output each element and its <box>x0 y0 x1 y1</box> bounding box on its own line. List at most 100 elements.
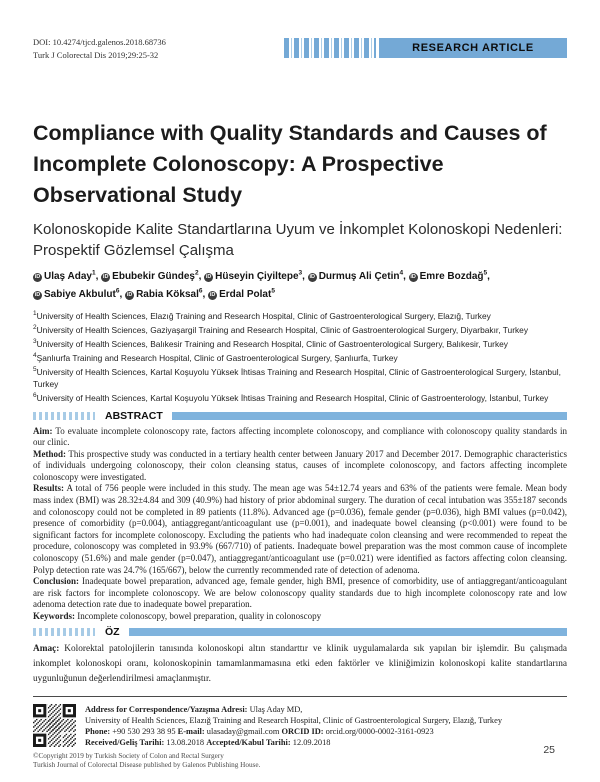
section-stripes-icon <box>33 411 95 420</box>
orcid-icon <box>307 273 317 283</box>
research-article-badge: RESEARCH ARTICLE <box>379 38 567 58</box>
abstract-paragraph-label: Aim: <box>33 425 53 436</box>
correspondence-line2: University of Health Sciences, Elazığ Tr… <box>85 715 503 725</box>
author: Emre Bozdağ5, <box>408 270 490 283</box>
email-value: ulasaday@gmail.com <box>206 726 280 736</box>
affiliation-line: 4Şanlıurfa Training and Research Hospita… <box>33 350 567 364</box>
accepted-label: Accepted/Kabul Tarihi: <box>206 737 291 747</box>
author-affiliation-number: 1 <box>91 270 96 277</box>
correspondence-block: Address for Correspondence/Yazışma Adres… <box>33 703 567 748</box>
author: Ebubekir Gündeş2, <box>101 270 204 283</box>
author-name: Sabiye Akbulut <box>44 289 116 301</box>
abstract-paragraph-label: Keywords: <box>33 611 75 622</box>
author-affiliation-number: 3 <box>298 270 303 277</box>
affiliation-line: 6University of Health Sciences, Kartal K… <box>33 390 567 404</box>
affiliation-text: University of Health Sciences, Elazığ Tr… <box>36 310 491 321</box>
affiliation-text: University of Health Sciences, Gaziyaşar… <box>36 324 529 335</box>
abstract-section-bar: ABSTRACT <box>33 409 567 422</box>
section-stripes-icon <box>33 627 95 636</box>
oz-paragraph-text: Kolorektal patolojilerin tanısında kolon… <box>33 643 567 684</box>
affiliation-number: 2 <box>33 323 37 331</box>
author: Hüseyin Çiyiltepe3, <box>204 270 308 283</box>
affiliation-text: Şanlıurfa Training and Research Hospital… <box>36 352 398 363</box>
article-type-banner: RESEARCH ARTICLE <box>284 38 567 58</box>
affiliation-line: 5University of Health Sciences, Kartal K… <box>33 364 567 390</box>
oz-heading: ÖZ <box>105 625 120 638</box>
affiliation-number: 4 <box>33 351 37 359</box>
abstract-paragraph: Conclusion: Inadequate bowel preparation… <box>33 576 567 611</box>
affiliations-block: 1University of Health Sciences, Elazığ T… <box>33 308 567 405</box>
author-affiliation-number: 5 <box>483 270 488 277</box>
affiliation-number: 5 <box>33 366 37 374</box>
page-header: DOI: 10.4274/tjcd.galenos.2018.68736 Tur… <box>33 36 567 62</box>
author-name: Ulaş Aday <box>44 271 92 283</box>
affiliation-text: University of Health Sciences, Kartal Ko… <box>33 366 561 390</box>
author-name: Durmuş Ali Çetin <box>318 271 400 283</box>
abstract-paragraph: Aim: To evaluate incomplete colonoscopy … <box>33 426 567 449</box>
affiliation-number: 6 <box>33 392 37 400</box>
copyright-line1: ©Copyright 2019 by Turkish Society of Co… <box>33 751 224 760</box>
affiliation-line: 1University of Health Sciences, Elazığ T… <box>33 308 567 322</box>
contact-line: Phone: +90 530 293 38 95 E-mail: ulasada… <box>85 726 502 737</box>
article-title-english: Compliance with Quality Standards and Ca… <box>33 121 547 207</box>
author-name: Rabia Köksal <box>136 289 199 301</box>
author-name: Erdal Polat <box>219 289 272 301</box>
affiliation-line: 3University of Health Sciences, Balıkesi… <box>33 336 567 350</box>
phone-value: +90 530 293 38 95 <box>112 726 176 736</box>
author: Rabia Köksal6, <box>125 287 208 301</box>
abstract-paragraph: Keywords: Incomplete colonoscopy, bowel … <box>33 611 567 623</box>
author: Durmuş Ali Çetin4, <box>307 270 409 283</box>
affiliation-text: University of Health Sciences, Balıkesir… <box>36 338 508 349</box>
correspondence-line1: Address for Correspondence/Yazışma Adres… <box>85 704 502 715</box>
phone-label: Phone: <box>85 726 111 736</box>
author: Erdal Polat5, <box>208 287 275 301</box>
correspondence-text: Address for Correspondence/Yazışma Adres… <box>85 704 502 748</box>
author: Sabiye Akbulut6, <box>33 287 125 301</box>
authors-line: Ulaş Aday1, Ebubekir Gündeş2, Hüseyin Çi… <box>33 267 567 303</box>
orcid-id-value: orcid.org/0000-0002-3161-0923 <box>325 726 434 736</box>
oz-paragraph: Amaç: Kolorektal patolojilerin tanısında… <box>33 642 567 687</box>
author-affiliation-number: 2 <box>194 270 199 277</box>
author-affiliation-number: 6 <box>115 287 120 295</box>
abstract-paragraph-label: Results: <box>33 483 64 494</box>
orcid-icon <box>208 291 218 301</box>
email-label: E-mail: <box>177 726 205 736</box>
orcid-icon <box>33 273 42 283</box>
affiliation-text: University of Health Sciences, Kartal Ko… <box>36 393 549 404</box>
abstract-paragraph-label: Conclusion: <box>33 576 80 587</box>
abstract-paragraph-text: A total of 756 people were included in t… <box>33 483 567 575</box>
oz-body: Amaç: Kolorektal patolojilerin tanısında… <box>33 642 567 687</box>
author-name: Hüseyin Çiyiltepe <box>215 271 299 283</box>
abstract-paragraph-text: Incomplete colonoscopy, bowel preparatio… <box>77 611 322 622</box>
correspondence-label: Address for Correspondence/Yazışma Adres… <box>85 704 248 714</box>
article-title-turkish: Kolonoskopide Kalite Standartlarına Uyum… <box>33 221 563 259</box>
copyright-line2: Turkish Journal of Colorectal Disease pu… <box>33 761 261 770</box>
qr-code <box>33 703 76 747</box>
abstract-paragraph: Method: This prospective study was condu… <box>33 449 567 484</box>
abstract-paragraph-text: Inadequate bowel preparation, advanced a… <box>33 576 568 610</box>
author: Ulaş Aday1, <box>33 270 101 283</box>
orcid-icon <box>125 291 135 301</box>
affiliation-number: 1 <box>33 309 37 317</box>
author-affiliation-number: 6 <box>198 287 203 295</box>
section-rule <box>171 411 567 420</box>
doi-text: DOI: 10.4274/tjcd.galenos.2018.68736 <box>33 37 166 47</box>
citation-block: DOI: 10.4274/tjcd.galenos.2018.68736 Tur… <box>33 36 166 62</box>
accepted-value: 12.09.2018 <box>292 737 331 747</box>
affiliation-line: 2University of Health Sciences, Gaziyaşa… <box>33 322 567 336</box>
orcid-icon <box>33 291 42 301</box>
author-name: Ebubekir Gündeş <box>112 271 195 283</box>
abstract-paragraph-label: Method: <box>33 448 66 459</box>
copyright-block: ©Copyright 2019 by Turkish Society of Co… <box>33 752 567 771</box>
orcid-id-label: ORCID ID: <box>281 726 324 736</box>
author-affiliation-number: 5 <box>271 287 275 295</box>
abstract-body: Aim: To evaluate incomplete colonoscopy … <box>33 426 567 623</box>
received-value: 13.08.2018 <box>166 737 205 747</box>
affiliation-number: 3 <box>33 337 37 345</box>
author-name: Emre Bozdağ <box>419 271 484 283</box>
orcid-icon <box>408 273 418 283</box>
abstract-heading: ABSTRACT <box>105 409 163 422</box>
dates-line: Received/Geliş Tarihi: 13.08.2018 Accept… <box>85 737 502 748</box>
correspondence-name: Ulaş Aday MD, <box>249 704 303 714</box>
